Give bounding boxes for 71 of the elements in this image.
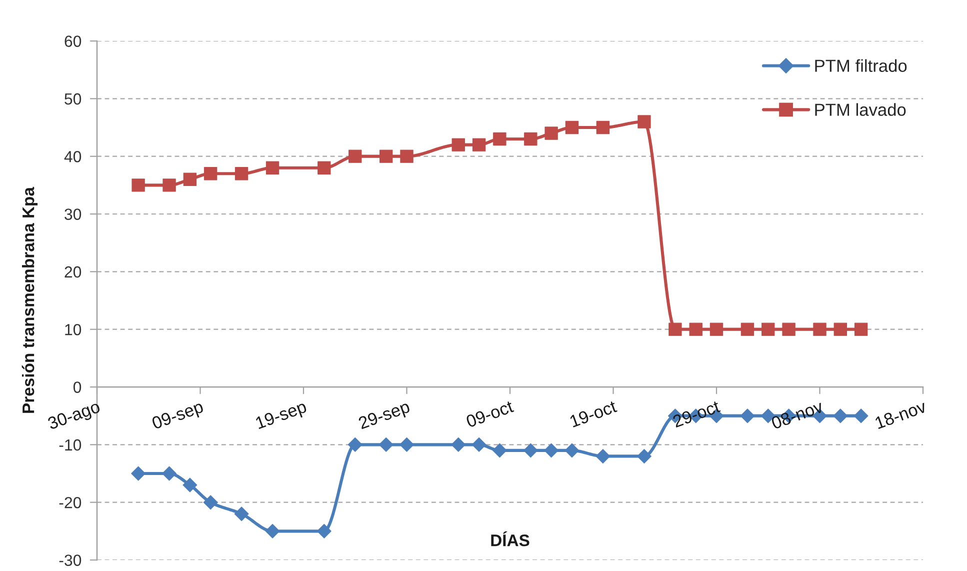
point (544, 126, 558, 140)
legend-label: PTM filtrado (815, 59, 907, 72)
point (637, 448, 652, 464)
y-axis-title: Presión transmembrana Kpa (22, 186, 38, 413)
y-tick-label: -10 (59, 439, 82, 451)
x-tick-label: 30-ago (46, 400, 102, 433)
point (492, 443, 507, 458)
point (162, 178, 176, 192)
point (131, 466, 146, 481)
point (762, 322, 775, 336)
x-tick-label: 29-oct (672, 400, 721, 428)
x-tick-label: 19-sep (255, 400, 308, 432)
point (689, 322, 702, 336)
point (493, 132, 506, 146)
point (782, 322, 796, 336)
point (203, 495, 218, 510)
point (183, 172, 197, 186)
point (544, 443, 559, 458)
y-tick-label: -20 (59, 496, 82, 508)
point (452, 138, 465, 152)
x-tick-label: 09-oct (465, 400, 514, 428)
point (316, 524, 332, 538)
y-tick-label: -30 (59, 554, 82, 566)
point (348, 150, 362, 163)
point (710, 322, 724, 336)
point (234, 506, 249, 522)
point (266, 161, 280, 174)
y-tick-label: 50 (64, 93, 82, 105)
y-tick-label: 0 (73, 382, 82, 393)
x-tick-label: 29-sep (358, 400, 412, 433)
point (380, 150, 393, 163)
point (564, 443, 580, 458)
point (400, 150, 414, 163)
point (132, 178, 145, 192)
x-tick-label: 18-nov (874, 400, 928, 430)
point (234, 167, 248, 180)
point (400, 437, 414, 452)
point (523, 443, 538, 458)
point (834, 322, 847, 336)
point (813, 322, 826, 336)
y-tick-label: 10 (65, 324, 82, 336)
point (348, 437, 362, 452)
point (668, 322, 682, 336)
x-tick-label: 19-oct (569, 400, 618, 428)
point (265, 524, 280, 538)
point (740, 322, 754, 336)
point (524, 132, 538, 146)
point (596, 448, 610, 464)
point (472, 437, 486, 452)
point (472, 138, 486, 152)
point (162, 466, 176, 481)
point (451, 437, 466, 452)
x-axis-title: DÍAS (491, 531, 530, 546)
point (182, 478, 198, 492)
point (854, 322, 868, 336)
point (833, 408, 848, 424)
point (854, 408, 868, 424)
y-tick-label: 20 (64, 266, 82, 278)
point (318, 161, 331, 174)
point (204, 167, 218, 180)
point (378, 437, 394, 452)
point (638, 115, 651, 128)
point (596, 120, 610, 134)
legend-label: PTM lavado (815, 103, 906, 116)
y-tick-label: 30 (64, 208, 82, 220)
x-tick-label: 09-sep (151, 400, 206, 433)
point (565, 120, 579, 134)
y-tick-label: 60 (64, 36, 82, 47)
y-tick-label: 40 (64, 150, 82, 162)
x-tick-label: 08-nov (770, 400, 824, 430)
point (740, 408, 755, 424)
